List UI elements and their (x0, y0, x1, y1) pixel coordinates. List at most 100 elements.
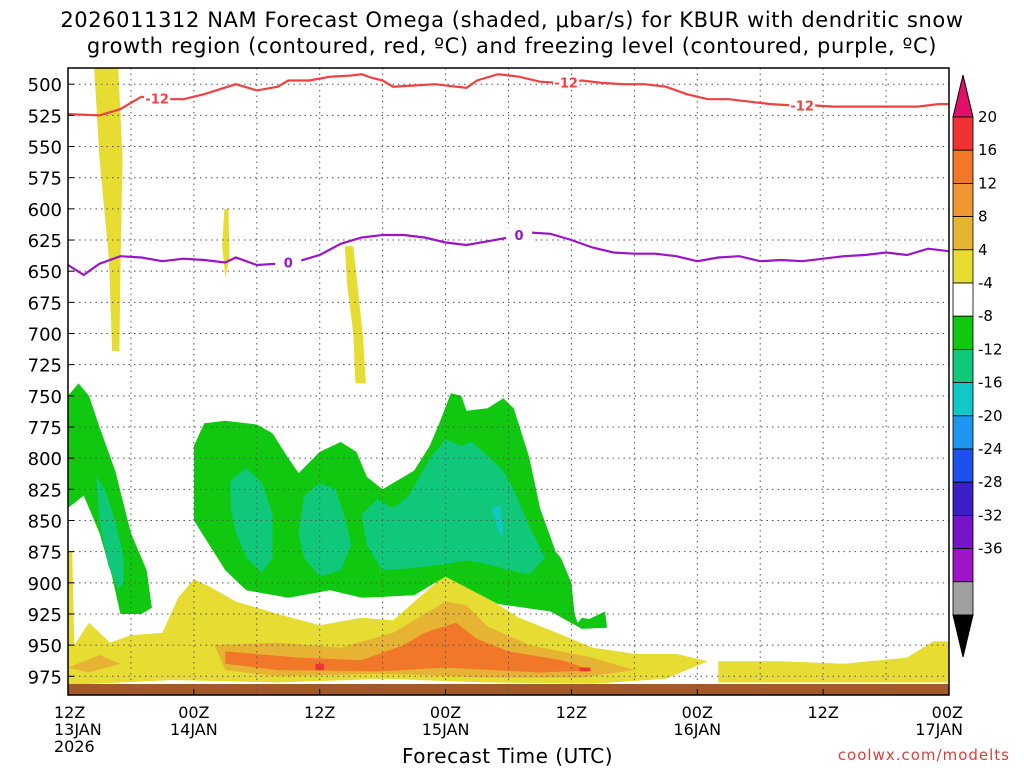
y-tick-label: 575 (28, 169, 62, 190)
y-tick-label: 725 (28, 356, 62, 377)
isolines: -12 -12 -12 0 0 (68, 73, 949, 277)
colorbar-label: 12 (978, 174, 997, 192)
plot-frame (67, 67, 950, 696)
colorbar-swatch (952, 581, 974, 616)
x-tick-label: 16JAN (673, 720, 721, 739)
colorbar-label: -12 (978, 340, 1003, 358)
colorbar-label: -20 (978, 407, 1003, 425)
isoline-label-bg (505, 228, 532, 243)
colorbar-label: -32 (978, 506, 1003, 524)
colorbar-label: 20 (978, 108, 997, 126)
x-tick-label: 00Z (178, 703, 209, 722)
omega-region--8 (230, 468, 273, 573)
y-tick-label: 975 (28, 667, 62, 688)
y-tick-label: 675 (28, 293, 62, 314)
colorbar-label: 16 (978, 141, 997, 159)
isoline-label: -12 (790, 99, 814, 114)
y-tick-label: 875 (28, 543, 62, 564)
colorbar-swatch (952, 515, 974, 550)
colorbar-bottom-arrow (952, 614, 974, 658)
colorbar-swatch (952, 481, 974, 516)
y-tick-label: 700 (28, 325, 62, 346)
x-tick-label: 2026 (54, 737, 95, 756)
colorbar-swatch (952, 448, 974, 483)
colorbar-swatch (952, 382, 974, 417)
y-tick-label: 925 (28, 605, 62, 626)
x-tick-label: 14JAN (170, 720, 218, 739)
freezing-level-line (68, 231, 949, 277)
omega-region-16 (315, 663, 324, 671)
omega-region-8 (68, 655, 121, 673)
colorbar-swatch (952, 282, 974, 317)
colorbar-label: -36 (978, 540, 1003, 558)
chart-title-line1: 2026011312 NAM Forecast Omega (shaded, μ… (60, 8, 964, 32)
colorbar-label: -28 (978, 473, 1003, 491)
isoline-label-bg (275, 255, 302, 270)
omega-region-4 (718, 641, 949, 683)
y-tick-label: 825 (28, 480, 62, 501)
y-tick-label: 950 (28, 636, 62, 657)
omega-region--4 (68, 383, 152, 614)
colorbar-swatch (952, 149, 974, 184)
omega-region--8 (96, 476, 124, 589)
colorbar-label: 4 (978, 241, 988, 259)
x-tick-label: 13JAN (54, 720, 102, 739)
y-tick-label: 800 (28, 449, 62, 470)
omega-region-4 (222, 208, 230, 278)
x-tick-label: 12Z (807, 703, 838, 722)
colorbar-swatch (952, 216, 974, 251)
x-tick-label: 00Z (682, 703, 713, 722)
x-tick-label: 15JAN (422, 720, 470, 739)
isoline-label: -12 (554, 76, 578, 91)
colorbar-label: -16 (978, 374, 1003, 392)
isoline-label-bg (144, 91, 171, 106)
omega-region--8 (361, 439, 546, 575)
colorbar-swatch (952, 548, 974, 583)
x-tick-label: 00Z (430, 703, 461, 722)
x-tick-label: 00Z (932, 703, 963, 722)
colorbar: 20 16 12 8 4 -4 -8 -12 -16 -20 -24 -28 -32 -36 (952, 74, 1003, 658)
colorbar-label: -24 (978, 440, 1003, 458)
colorbar-swatch (952, 249, 974, 284)
colorbar-swatch (952, 415, 974, 450)
colorbar-swatch (952, 116, 974, 151)
colorbar-label: 8 (978, 208, 988, 226)
omega-region-4 (94, 68, 123, 351)
x-tick-label: 17JAN (915, 720, 963, 739)
isoline-label-bg (553, 75, 580, 90)
colorbar-swatch (952, 182, 974, 217)
y-tick-label: 600 (28, 200, 62, 221)
y-tick-label: 775 (28, 418, 62, 439)
colorbar-swatch (952, 315, 974, 350)
omega-region-4 (344, 246, 366, 384)
y-tick-label: 900 (28, 574, 62, 595)
y-tick-label: 500 (28, 75, 62, 96)
isoline-label-bg (789, 98, 816, 113)
y-tick-label: 525 (28, 106, 62, 127)
colorbar-label: -4 (978, 274, 993, 292)
watermark: coolwx.com/modelts (837, 746, 1010, 764)
colorbar-top-arrow (952, 74, 974, 118)
isoline-label: 0 (284, 256, 293, 271)
colorbar-swatch (952, 348, 974, 383)
chart-title-line2: growth region (contoured, red, ºC) and f… (86, 34, 938, 58)
y-tick-label: 850 (28, 511, 62, 532)
y-axis-labels: 500 525 550 575 600 625 650 675 700 725 750 775 800 8… (28, 75, 74, 688)
x-tick-label: 12Z (304, 703, 335, 722)
omega-shading (68, 68, 949, 685)
x-axis-title: Forecast Time (UTC) (402, 744, 614, 768)
omega-region--8 (298, 483, 352, 577)
omega-region-12 (225, 622, 593, 673)
y-tick-label: 650 (28, 262, 62, 283)
x-tick-label: 12Z (54, 703, 85, 722)
isoline-label: -12 (145, 93, 169, 108)
colorbar-label: -8 (978, 307, 993, 325)
omega-region-16 (579, 667, 591, 672)
y-tick-label: 750 (28, 387, 62, 408)
isoline-label: 0 (514, 229, 523, 244)
y-tick-label: 550 (28, 138, 62, 159)
x-tick-label: 12Z (556, 703, 587, 722)
y-tick-label: 625 (28, 231, 62, 252)
